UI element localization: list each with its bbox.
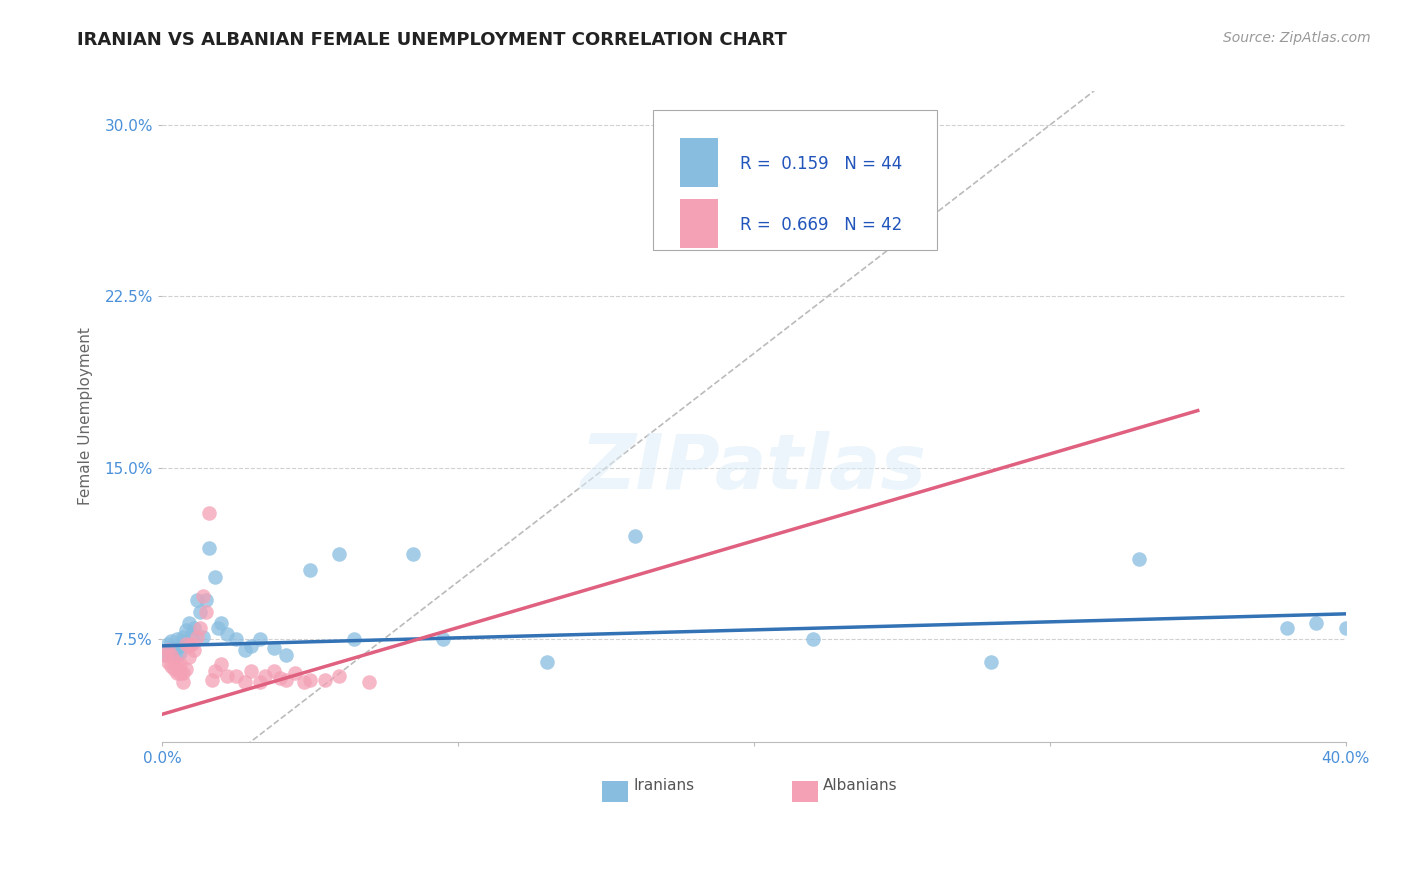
Point — [249, 632, 271, 646]
Point — [174, 636, 197, 650]
Point — [177, 650, 200, 665]
Text: R =  0.669   N = 42: R = 0.669 N = 42 — [740, 216, 901, 235]
Point — [180, 636, 202, 650]
Point — [156, 636, 179, 650]
Point — [177, 639, 200, 653]
Text: Albanians: Albanians — [823, 778, 897, 793]
Point — [169, 646, 191, 660]
Point — [159, 659, 181, 673]
Point — [263, 641, 285, 656]
Point — [159, 648, 181, 662]
Point — [186, 593, 208, 607]
Point — [298, 564, 321, 578]
Point — [292, 675, 315, 690]
Point — [536, 655, 558, 669]
Point — [233, 643, 256, 657]
Point — [1305, 615, 1327, 630]
Point — [183, 621, 205, 635]
Point — [153, 648, 176, 662]
Point — [190, 605, 212, 619]
Point — [225, 632, 247, 646]
Point — [166, 666, 188, 681]
Point — [239, 664, 262, 678]
Point — [801, 632, 824, 646]
Point — [163, 662, 186, 676]
Point — [195, 593, 218, 607]
Point — [276, 648, 298, 662]
Point — [209, 615, 232, 630]
Point — [298, 673, 321, 687]
FancyBboxPatch shape — [602, 781, 628, 802]
Point — [225, 668, 247, 682]
Point — [233, 675, 256, 690]
Point — [284, 666, 307, 681]
Point — [169, 639, 191, 653]
Point — [159, 634, 181, 648]
Point — [1275, 621, 1298, 635]
Point — [204, 570, 226, 584]
Point — [183, 643, 205, 657]
Point — [169, 657, 191, 672]
Point — [402, 548, 425, 562]
Point — [1334, 621, 1357, 635]
Point — [166, 632, 188, 646]
Point — [239, 639, 262, 653]
Text: R =  0.159   N = 44: R = 0.159 N = 44 — [740, 155, 901, 173]
Y-axis label: Female Unemployment: Female Unemployment — [79, 327, 93, 505]
Point — [172, 630, 194, 644]
Point — [172, 634, 194, 648]
Point — [156, 655, 179, 669]
Point — [1128, 552, 1150, 566]
Point — [190, 621, 212, 635]
Point — [198, 507, 221, 521]
Point — [193, 630, 215, 644]
Point — [193, 589, 215, 603]
Point — [328, 668, 350, 682]
FancyBboxPatch shape — [681, 138, 718, 186]
Point — [174, 662, 197, 676]
Point — [201, 673, 224, 687]
Point — [314, 673, 336, 687]
Point — [254, 668, 277, 682]
Point — [153, 648, 176, 662]
Point — [215, 668, 238, 682]
Point — [276, 673, 298, 687]
Point — [174, 623, 197, 637]
Point — [215, 627, 238, 641]
Point — [180, 627, 202, 641]
Point — [195, 605, 218, 619]
Point — [163, 643, 186, 657]
FancyBboxPatch shape — [681, 199, 718, 248]
Point — [169, 666, 191, 681]
Point — [980, 655, 1002, 669]
Point — [198, 541, 221, 555]
Point — [156, 643, 179, 657]
Point — [328, 548, 350, 562]
Point — [249, 675, 271, 690]
Point — [172, 666, 194, 681]
Point — [432, 632, 454, 646]
Point — [263, 664, 285, 678]
Point — [186, 630, 208, 644]
FancyBboxPatch shape — [654, 111, 938, 251]
Point — [166, 648, 188, 662]
Point — [204, 664, 226, 678]
Point — [177, 615, 200, 630]
Point — [343, 632, 366, 646]
Text: IRANIAN VS ALBANIAN FEMALE UNEMPLOYMENT CORRELATION CHART: IRANIAN VS ALBANIAN FEMALE UNEMPLOYMENT … — [77, 31, 787, 49]
Point — [159, 641, 181, 656]
Point — [359, 675, 381, 690]
Point — [624, 529, 647, 543]
Point — [163, 652, 186, 666]
Point — [209, 657, 232, 672]
Point — [166, 657, 188, 672]
Point — [207, 621, 229, 635]
Text: Source: ZipAtlas.com: Source: ZipAtlas.com — [1223, 31, 1371, 45]
Text: ZIPatlas: ZIPatlas — [581, 432, 927, 506]
FancyBboxPatch shape — [792, 781, 818, 802]
Point — [269, 671, 291, 685]
Point — [172, 675, 194, 690]
Point — [177, 636, 200, 650]
Text: Iranians: Iranians — [633, 778, 695, 793]
